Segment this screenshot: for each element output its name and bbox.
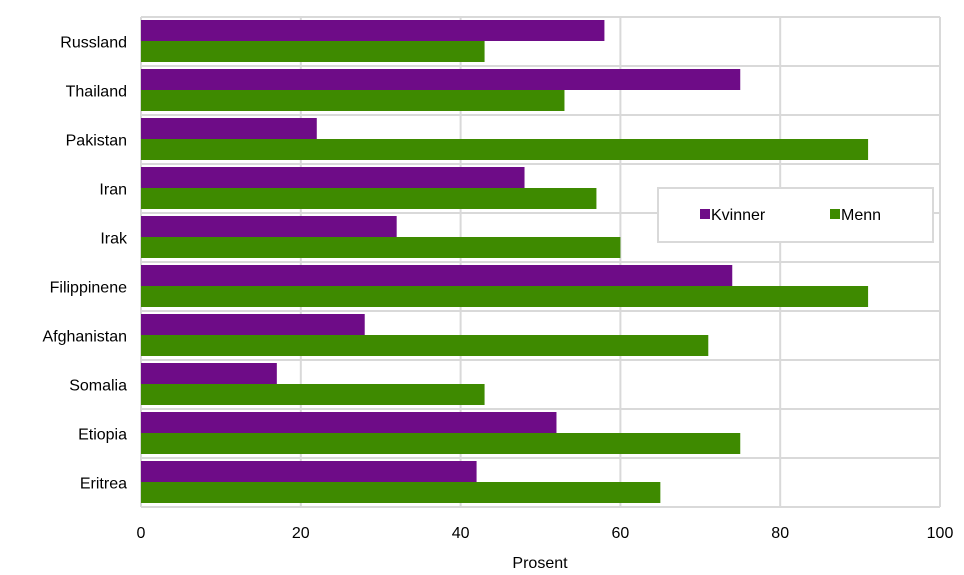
category-label: Irak (100, 231, 128, 248)
bar-menn-somalia (141, 384, 485, 405)
x-tick-label: 40 (452, 525, 470, 542)
category-label: Eritrea (80, 476, 127, 493)
bar-kvinner-irak (141, 216, 397, 237)
legend-label-menn: Menn (841, 207, 881, 224)
category-label: Russland (60, 35, 127, 52)
bar-menn-afghanistan (141, 335, 709, 356)
bar-menn-thailand (141, 90, 565, 111)
category-label: Afghanistan (42, 329, 127, 346)
legend-swatch-menn (830, 209, 840, 219)
category-label: Etiopia (78, 427, 127, 444)
x-tick-label: 60 (612, 525, 630, 542)
x-tick-label: 0 (137, 525, 146, 542)
bar-menn-russland (141, 41, 485, 62)
x-tick-label: 100 (927, 525, 954, 542)
legend: Kvinner Menn (657, 187, 934, 243)
category-labels: Russland Thailand Pakistan Iran Irak Filippin… (42, 35, 128, 493)
bar-kvinner-etiopia (141, 412, 557, 433)
bar-kvinner-somalia (141, 363, 277, 384)
bar-kvinner-eritrea (141, 461, 477, 482)
gridlines (140, 16, 941, 508)
bar-menn-irak (141, 237, 621, 258)
bar-menn-iran (141, 188, 597, 209)
bar-menn-filippinene (141, 286, 869, 307)
bar-menn-eritrea (141, 482, 661, 503)
bar-kvinner-afghanistan (141, 314, 365, 335)
bar-kvinner-russland (141, 20, 605, 41)
category-label: Somalia (69, 378, 127, 395)
legend-swatch-kvinner (700, 209, 710, 219)
x-tick-label: 20 (292, 525, 310, 542)
bar-kvinner-thailand (141, 69, 741, 90)
x-tick-label: 80 (771, 525, 789, 542)
category-label: Filippinene (50, 280, 127, 297)
legend-label-kvinner: Kvinner (711, 207, 766, 224)
legend-box (657, 187, 934, 243)
x-axis-label: Prosent (512, 555, 568, 572)
category-label: Thailand (66, 84, 127, 101)
bar-kvinner-filippinene (141, 265, 733, 286)
category-label: Iran (99, 182, 127, 199)
bar-kvinner-iran (141, 167, 525, 188)
bar-menn-pakistan (141, 139, 869, 160)
bars (141, 20, 869, 503)
category-label: Pakistan (66, 133, 127, 150)
x-tick-labels: 0 20 40 60 80 100 (137, 525, 954, 542)
bar-kvinner-pakistan (141, 118, 317, 139)
bar-menn-etiopia (141, 433, 741, 454)
